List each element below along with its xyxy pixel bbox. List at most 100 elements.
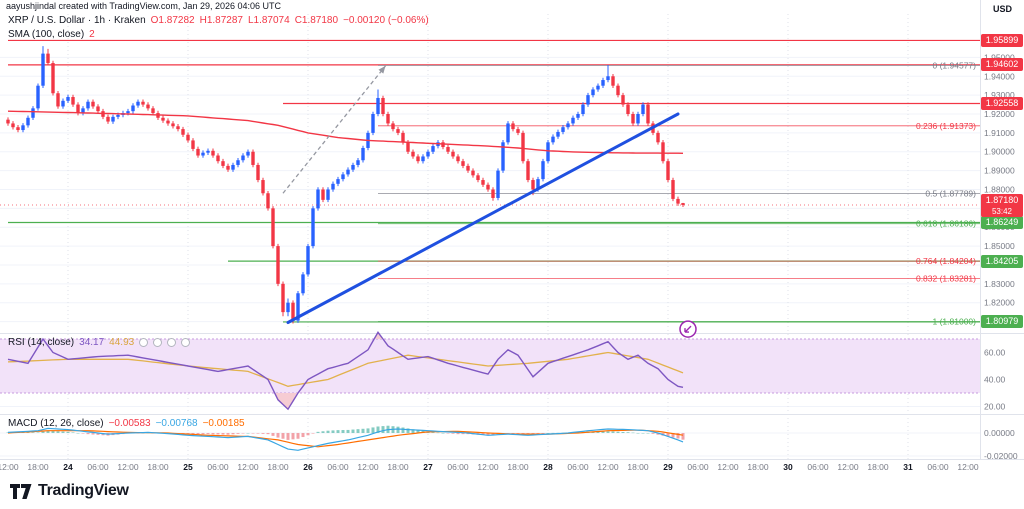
candle-body: [291, 302, 295, 321]
macd-legend[interactable]: MACD (12, 26, close) −0.00583 −0.00768 −…: [8, 418, 245, 429]
sma-legend[interactable]: SMA (100, close) 2: [8, 29, 95, 40]
rsi-legend[interactable]: RSI (14, close) 34.17 44.93: [8, 337, 191, 348]
time-axis-label[interactable]: 18:00: [387, 462, 409, 472]
time-axis-label[interactable]: 06:00: [87, 462, 109, 472]
time-axis-label[interactable]: 12:00: [957, 462, 979, 472]
trendline[interactable]: [286, 112, 680, 325]
time-axis-label[interactable]: 12:00: [597, 462, 619, 472]
time-axis-label[interactable]: 18:00: [867, 462, 889, 472]
candle-body: [561, 127, 565, 132]
time-axis-label[interactable]: 06:00: [807, 462, 829, 472]
macd-histogram-bar: [216, 433, 220, 435]
macd-histogram-bar: [536, 433, 540, 434]
candle-body: [621, 95, 625, 105]
candle-body: [26, 117, 30, 126]
candle-body: [196, 148, 200, 156]
time-axis-label[interactable]: 06:00: [447, 462, 469, 472]
time-axis-label[interactable]: 06:00: [567, 462, 589, 472]
macd-histogram-bar: [41, 431, 45, 433]
candle-body: [586, 95, 590, 105]
rsi-control-icon[interactable]: [181, 338, 191, 347]
time-axis-label[interactable]: 12:00: [117, 462, 139, 472]
candle-body: [396, 129, 400, 133]
macd-histogram-bar: [211, 433, 215, 435]
time-axis-label[interactable]: 12:00: [0, 462, 19, 472]
candle-body: [361, 147, 365, 161]
time-axis-label[interactable]: 18:00: [747, 462, 769, 472]
time-axis-label[interactable]: 26: [303, 462, 313, 472]
candle-body: [351, 164, 355, 170]
tradingview-brand[interactable]: TradingView: [10, 482, 129, 500]
fib-label: 0 (1.94577): [933, 60, 977, 70]
time-axis-label[interactable]: 18:00: [627, 462, 649, 472]
time-axis-label[interactable]: 18:00: [27, 462, 49, 472]
time-axis-label[interactable]: 12:00: [717, 462, 739, 472]
time-axis-label[interactable]: 06:00: [327, 462, 349, 472]
macd-histogram-bar: [351, 429, 355, 433]
time-axis-label[interactable]: 28: [543, 462, 553, 472]
macd-histogram-bar: [436, 432, 440, 434]
macd-histogram-bar: [646, 433, 650, 434]
time-axis-label[interactable]: 12:00: [237, 462, 259, 472]
time-axis-label[interactable]: 12:00: [357, 462, 379, 472]
candle-body: [6, 119, 10, 124]
candle-body: [301, 274, 305, 294]
macd-histogram-bar: [261, 433, 265, 434]
fib-label: 0.618 (1.86186): [916, 219, 976, 229]
rsi-control-icon[interactable]: [139, 338, 149, 347]
time-axis-label[interactable]: 30: [783, 462, 793, 472]
candle-body: [31, 108, 35, 118]
price-axis-label: 1.89000: [984, 166, 1015, 176]
macd-histogram-bar: [76, 433, 80, 434]
macd-histogram-bar: [651, 433, 655, 434]
time-axis-label[interactable]: 12:00: [477, 462, 499, 472]
time-axis-label[interactable]: 06:00: [207, 462, 229, 472]
macd-histogram-bar: [91, 433, 95, 435]
candle-body: [146, 104, 150, 109]
time-axis-label[interactable]: 06:00: [687, 462, 709, 472]
macd-histogram-bar: [376, 426, 380, 433]
time-axis-label[interactable]: 18:00: [507, 462, 529, 472]
candle-body: [66, 97, 70, 101]
macd-histogram-bar: [626, 432, 630, 433]
candle-body: [401, 132, 405, 143]
macd-axis-label: 0.00000: [984, 428, 1015, 438]
time-axis-label[interactable]: 18:00: [267, 462, 289, 472]
candle-body: [206, 150, 210, 153]
candle-body: [501, 142, 505, 171]
candle-body: [131, 105, 135, 112]
symbol-legend[interactable]: XRP / U.S. Dollar · 1h · Kraken O1.87282…: [8, 15, 429, 26]
time-axis-label[interactable]: 06:00: [927, 462, 949, 472]
candle-body: [411, 151, 415, 157]
macd-histogram-bar: [236, 433, 240, 434]
sma-label: SMA (100, close): [8, 29, 85, 40]
price-axis-label: 1.82000: [984, 298, 1015, 308]
rsi-axis-label: 40.00: [984, 375, 1006, 385]
time-axis-label[interactable]: 25: [183, 462, 193, 472]
rsi-control-icon[interactable]: [167, 338, 177, 347]
macd-line: [7, 427, 684, 451]
dashed-arrow[interactable]: [282, 65, 387, 194]
rsi-axis-label: 60.00: [984, 348, 1006, 358]
candle-body: [51, 63, 55, 94]
time-axis-label[interactable]: 24: [63, 462, 73, 472]
candle-body: [56, 93, 60, 107]
candle-body: [46, 53, 50, 64]
macd-histogram-bar: [361, 428, 365, 433]
macd-histogram-bar: [36, 432, 40, 433]
rsi-extreme-fill: [274, 393, 297, 410]
price-axis-label: 1.93000: [984, 90, 1015, 100]
fib-label: 0.236 (1.91373): [916, 121, 976, 131]
time-axis-label[interactable]: 18:00: [147, 462, 169, 472]
time-axis-label[interactable]: 31: [903, 462, 913, 472]
time-axis-label[interactable]: 29: [663, 462, 673, 472]
candle-body: [231, 164, 235, 170]
macd-histogram-bar: [26, 432, 30, 433]
macd-histogram-bar: [601, 431, 605, 433]
candle-body: [286, 302, 290, 313]
rsi-ma-value: 44.93: [109, 337, 135, 348]
time-axis-label[interactable]: 27: [423, 462, 433, 472]
time-axis-label[interactable]: 12:00: [837, 462, 859, 472]
rsi-control-icon[interactable]: [153, 338, 163, 347]
